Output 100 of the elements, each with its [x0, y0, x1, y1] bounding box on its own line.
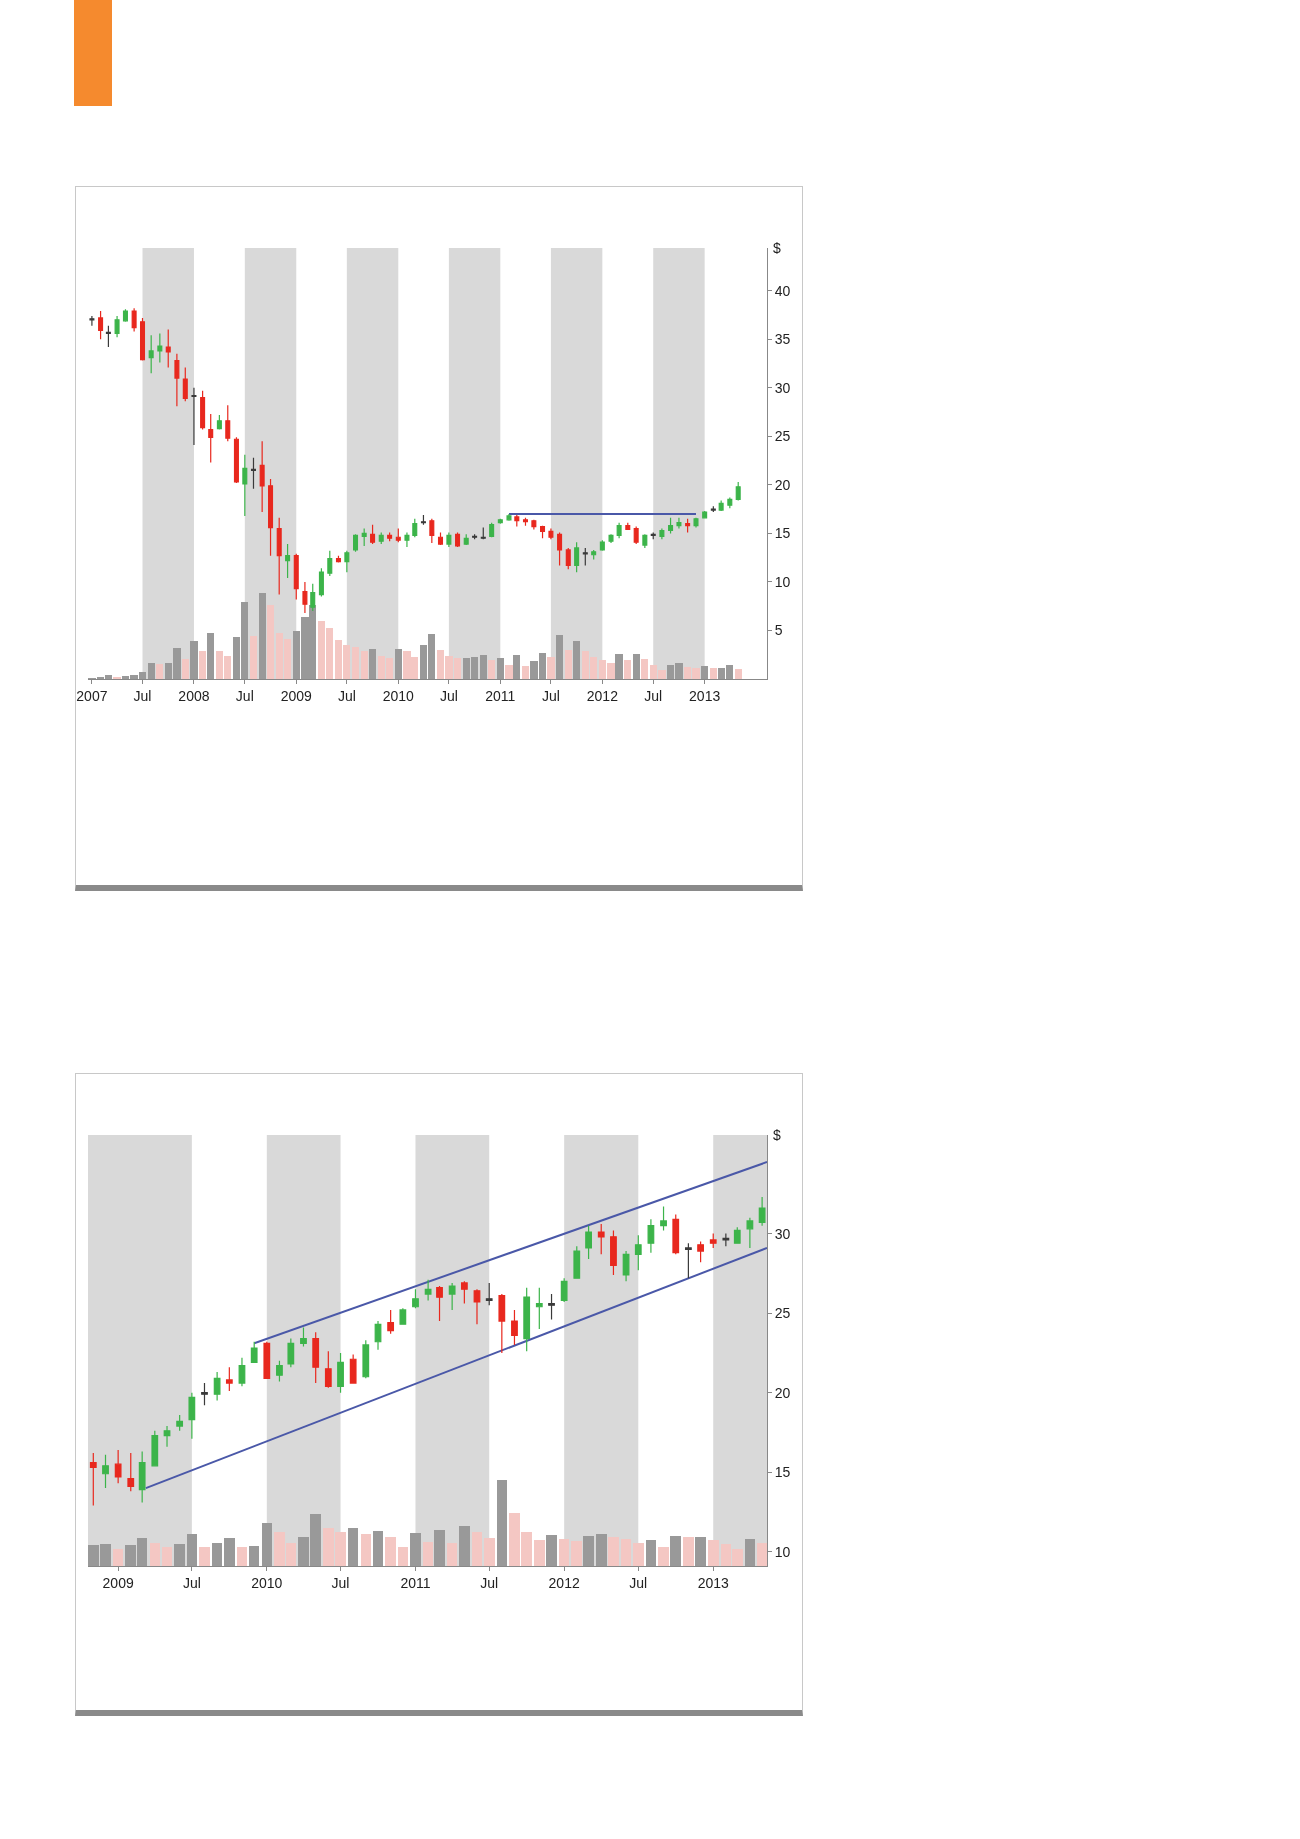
candlestick	[710, 505, 716, 513]
bar	[236, 1547, 248, 1566]
bar	[632, 654, 640, 679]
bar	[734, 668, 742, 679]
candlestick	[131, 307, 137, 333]
bar	[744, 1539, 756, 1566]
bar	[422, 1541, 434, 1566]
bar	[161, 1547, 173, 1566]
x-tick-label: Jul	[337, 687, 356, 704]
candlestick	[213, 1371, 221, 1402]
x-tick-label: Jul	[235, 687, 254, 704]
y-tick-label: 5	[774, 622, 783, 639]
bar	[479, 654, 487, 679]
candlestick	[114, 315, 120, 338]
bar	[199, 1547, 210, 1566]
bar	[641, 659, 649, 679]
candlestick	[684, 1242, 692, 1279]
candlestick	[511, 1309, 518, 1346]
x-tick-label: 2010	[251, 1574, 283, 1591]
bar	[207, 633, 215, 679]
y-tick-label: 25	[774, 428, 791, 445]
bar	[397, 1547, 409, 1566]
bar	[459, 1526, 470, 1566]
candlestick	[318, 567, 324, 598]
candlestick	[514, 514, 520, 528]
candlestick	[647, 1218, 655, 1254]
candlestick	[105, 325, 111, 348]
bar	[360, 1534, 372, 1566]
bar	[583, 1535, 594, 1566]
bar	[186, 1534, 198, 1566]
y-tick-label: 15	[774, 1464, 791, 1481]
bar	[181, 659, 189, 679]
candlestick	[548, 1293, 555, 1321]
candlestick	[225, 404, 231, 442]
bar	[496, 1479, 508, 1566]
candlestick	[216, 414, 222, 431]
x-tick-label: Jul	[133, 687, 152, 704]
bar	[446, 1542, 458, 1566]
bar	[632, 1542, 644, 1566]
bar	[707, 1540, 719, 1566]
candlestick	[735, 481, 741, 501]
candlestick	[387, 1309, 395, 1335]
bar	[547, 656, 555, 679]
bar	[211, 1542, 223, 1566]
x-tick-label: Jul	[439, 687, 458, 704]
candlestick	[660, 1205, 667, 1232]
bar	[483, 1537, 495, 1566]
candlestick	[399, 1307, 407, 1325]
bar	[360, 650, 368, 679]
candlestick	[89, 315, 95, 327]
y-tick-label: 35	[774, 331, 791, 348]
candlestick	[208, 413, 214, 464]
bar	[620, 1539, 632, 1566]
bar	[658, 1547, 669, 1566]
bar	[174, 1544, 185, 1566]
x-tick-label: Jul	[644, 687, 663, 704]
bar	[266, 604, 275, 679]
candlestick	[429, 518, 435, 544]
bar	[434, 1529, 445, 1566]
bar	[615, 654, 623, 679]
candlestick	[225, 1366, 233, 1392]
bar	[147, 662, 155, 679]
y-tick-label: 40	[774, 282, 791, 299]
candlestick	[362, 1339, 370, 1379]
bar	[564, 649, 572, 679]
x-tick-label: 2013	[697, 1574, 730, 1591]
candlestick	[327, 550, 333, 577]
candlestick	[523, 1287, 531, 1352]
candlestick	[498, 1293, 506, 1354]
candlestick	[302, 581, 308, 614]
bar	[571, 1541, 583, 1566]
candlestick	[497, 518, 503, 525]
x-tick-label: 2009	[102, 1574, 134, 1591]
y-tick-label: 20	[774, 1384, 791, 1401]
candlestick	[642, 533, 648, 549]
y-tick-label: 20	[774, 476, 791, 493]
bar	[558, 1539, 570, 1566]
bar	[573, 641, 581, 679]
candlestick	[672, 1213, 680, 1255]
bar	[670, 1535, 682, 1566]
bar	[347, 1528, 359, 1566]
y-tick-label: 15	[774, 525, 791, 542]
candlestick	[727, 496, 733, 509]
bar	[513, 654, 521, 679]
x-tick-label: Jul	[182, 1574, 201, 1591]
candlestick	[404, 531, 410, 548]
candlestick	[633, 526, 639, 545]
bar	[595, 1534, 607, 1566]
bar	[645, 1540, 657, 1566]
bar	[261, 1522, 273, 1566]
bar	[608, 1536, 619, 1566]
candlestick	[506, 513, 512, 522]
y-tick-label: 25	[774, 1305, 791, 1322]
candlestick	[374, 1320, 382, 1351]
bar	[709, 667, 717, 679]
x-tick-label: 2008	[178, 687, 210, 704]
y-tick-label: 10	[774, 1543, 791, 1560]
candlestick	[349, 1353, 357, 1384]
candlestick	[122, 308, 128, 323]
candlestick	[238, 1357, 246, 1387]
